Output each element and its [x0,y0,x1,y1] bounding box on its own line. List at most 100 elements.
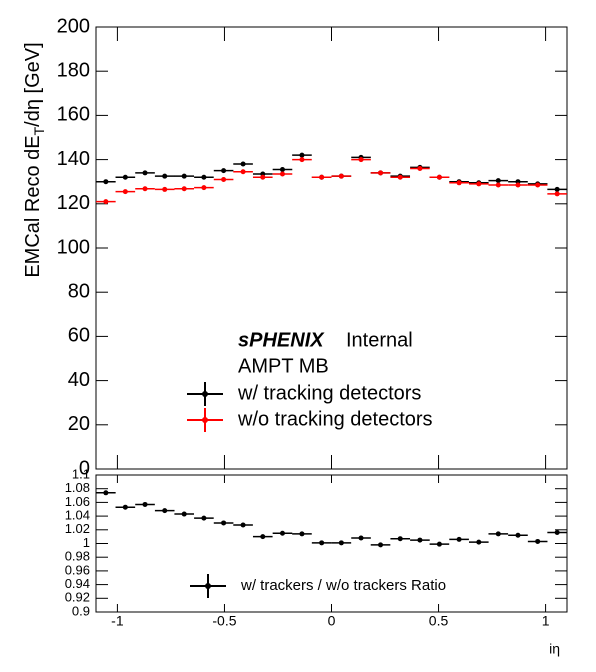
data-point [260,534,266,540]
x-tick-label: 0 [328,613,336,629]
data-point [240,522,246,528]
data-point [554,186,560,192]
y-tick-label: 60 [68,325,90,347]
data-point [299,157,305,163]
y-tick-label: 120 [57,192,90,214]
data-point [358,535,364,541]
data-point [397,536,403,542]
data-point [535,182,541,188]
data-point [515,182,521,188]
legend-marker [205,583,211,589]
y-tick-label: 1 [83,535,90,550]
data-point [319,540,325,546]
y-tick-label: 1.02 [65,521,90,536]
data-point [122,504,128,510]
data-point [103,199,109,205]
y-label-main: EMCal Reco dE [22,135,44,277]
y-label-tail: /dη [GeV] [22,42,44,127]
data-point [240,169,246,175]
y-tick-label: 0.92 [65,590,90,605]
data-point [181,173,187,179]
data-point [338,540,344,546]
data-point [181,511,187,517]
data-point [279,530,285,536]
y-tick-label: 80 [68,280,90,302]
data-point [338,173,344,179]
data-point [260,174,266,180]
y-tick-label: 180 [57,59,90,81]
x-tick-label: 1 [542,613,550,629]
data-point [436,541,442,547]
y-tick-label: 0.94 [65,576,90,591]
data-point [162,186,168,192]
data-point [279,167,285,173]
data-point [142,170,148,176]
data-point [417,165,423,171]
x-tick-label: -0.5 [212,613,236,629]
data-point [515,532,521,538]
y-tick-label: 100 [57,236,90,258]
legend-label: w/ tracking detectors [237,382,421,404]
data-point [456,180,462,186]
data-point [495,182,501,188]
data-point [476,539,482,545]
data-point [240,161,246,167]
y-label-sub: T [31,126,47,135]
y-tick-label: 40 [68,369,90,391]
x-tick-label: 0.5 [429,613,449,629]
y-tick-label: 0 [79,457,90,479]
data-point [495,178,501,184]
data-point [378,542,384,548]
legend-marker [202,417,208,423]
x-tick-label: -1 [111,613,124,629]
data-point [319,174,325,180]
data-point [201,185,207,191]
sample-label: AMPT MB [238,355,329,377]
data-point [142,186,148,192]
y-tick-label: 1.06 [65,494,90,509]
data-point [535,538,541,544]
data-point [476,181,482,187]
y-tick-label: 200 [57,15,90,37]
y-tick-label: 140 [57,148,90,170]
data-point [122,189,128,195]
data-point [221,168,227,174]
data-point [456,536,462,542]
x-axis-label: iη [549,641,560,657]
data-point [358,157,364,163]
data-point [181,186,187,192]
y-tick-label: 0.96 [65,562,90,577]
data-point [299,152,305,158]
data-point [221,176,227,182]
status-label: Internal [346,329,413,351]
y-tick-label: 160 [57,104,90,126]
y-tick-label: 20 [68,413,90,435]
y-tick-label: 1.08 [65,480,90,495]
data-point [122,174,128,180]
data-point [103,490,109,496]
data-point [201,515,207,521]
data-point [103,179,109,185]
data-point [142,501,148,507]
legend-label: w/ trackers / w/o trackers Ratio [240,577,446,594]
y-tick-label: 0.98 [65,549,90,564]
data-point [436,174,442,180]
data-point [279,171,285,177]
data-point [221,520,227,526]
data-point [495,531,501,537]
data-point [397,174,403,180]
data-point [417,537,423,543]
y-tick-label: 0.9 [72,603,90,618]
y-tick-label: 1.04 [65,508,90,523]
data-point [201,174,207,180]
data-point [554,530,560,536]
experiment-label: sPHENIX [238,329,325,351]
y-tick-label: 1.1 [72,466,90,481]
legend-marker [202,391,208,397]
legend-label: w/o tracking detectors [237,408,433,430]
y-axis-label: EMCal Reco dET/dη [GeV] [22,42,46,277]
data-point [299,531,305,537]
data-point [554,191,560,197]
data-point [378,170,384,176]
